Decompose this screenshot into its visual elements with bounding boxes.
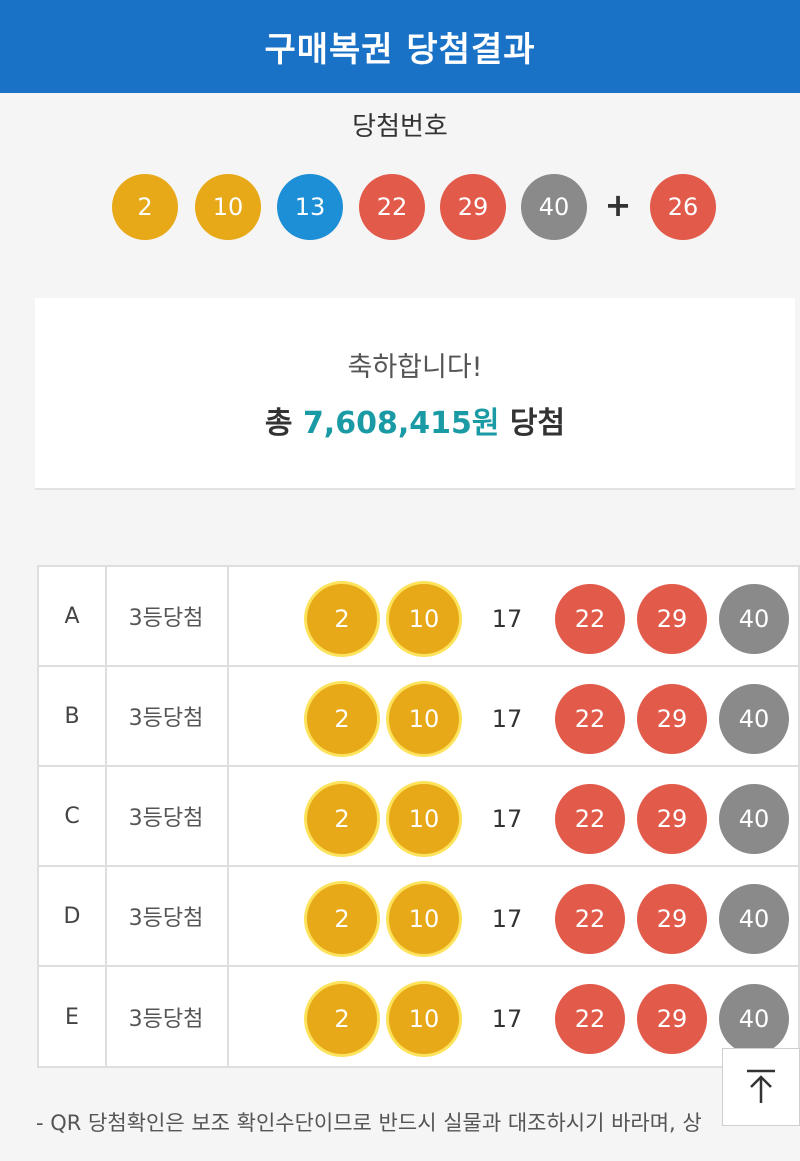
unmatched-number: 17 bbox=[491, 605, 523, 633]
table-row: E 3등당첨 2 10 17 22 29 40 bbox=[39, 967, 798, 1067]
matched-ball: 2 bbox=[307, 884, 377, 954]
winning-ball: 10 bbox=[195, 174, 261, 240]
winning-numbers: 2 10 13 22 29 40 + 26 bbox=[0, 174, 800, 244]
matched-ball: 40 bbox=[719, 884, 789, 954]
result-summary-card: 축하합니다! 총 7,608,415원 당첨 bbox=[35, 298, 795, 490]
matched-ball: 10 bbox=[389, 984, 459, 1054]
game-numbers: 2 10 17 22 29 40 bbox=[227, 667, 798, 765]
matched-ball: 22 bbox=[555, 984, 625, 1054]
matched-ball: 10 bbox=[389, 684, 459, 754]
total-prize-line: 총 7,608,415원 당첨 bbox=[35, 398, 795, 442]
matched-ball: 29 bbox=[637, 984, 707, 1054]
unmatched-number: 17 bbox=[491, 1005, 523, 1033]
game-rank: 3등당첨 bbox=[105, 967, 229, 1067]
matched-ball: 40 bbox=[719, 784, 789, 854]
qr-disclaimer-note: - QR 당첨확인은 보조 확인수단이므로 반드시 실물과 대조하시기 바라며,… bbox=[36, 1111, 702, 1135]
game-rank: 3등당첨 bbox=[105, 867, 229, 965]
matched-ball: 22 bbox=[555, 684, 625, 754]
matched-ball: 22 bbox=[555, 584, 625, 654]
winning-ball: 40 bbox=[521, 174, 587, 240]
game-numbers: 2 10 17 22 29 40 bbox=[227, 967, 798, 1067]
unmatched-number: 17 bbox=[491, 905, 523, 933]
game-letter: A bbox=[39, 567, 107, 665]
winning-ball: 29 bbox=[440, 174, 506, 240]
matched-ball: 10 bbox=[389, 784, 459, 854]
game-letter: E bbox=[39, 967, 107, 1067]
matched-ball: 40 bbox=[719, 584, 789, 654]
table-row: A 3등당첨 2 10 17 22 29 40 bbox=[39, 567, 798, 667]
unmatched-number: 17 bbox=[491, 805, 523, 833]
ticket-results-table: A 3등당첨 2 10 17 22 29 40 B 3등당첨 2 10 17 2… bbox=[37, 565, 800, 1068]
game-rank: 3등당첨 bbox=[105, 567, 229, 665]
matched-ball: 10 bbox=[389, 584, 459, 654]
matched-ball: 2 bbox=[307, 784, 377, 854]
unmatched-number: 17 bbox=[491, 705, 523, 733]
page-title: 구매복권 당첨결과 bbox=[264, 30, 536, 70]
matched-ball: 40 bbox=[719, 684, 789, 754]
table-row: C 3등당첨 2 10 17 22 29 40 bbox=[39, 767, 798, 867]
matched-ball: 10 bbox=[389, 884, 459, 954]
bonus-ball: 26 bbox=[650, 174, 716, 240]
total-prize-amount: 7,608,415원 bbox=[302, 406, 500, 441]
bonus-plus-sign: + bbox=[604, 186, 632, 224]
game-numbers: 2 10 17 22 29 40 bbox=[227, 567, 798, 665]
game-numbers: 2 10 17 22 29 40 bbox=[227, 767, 798, 865]
winning-ball: 22 bbox=[359, 174, 425, 240]
matched-ball: 40 bbox=[719, 984, 789, 1054]
game-letter: B bbox=[39, 667, 107, 765]
game-numbers: 2 10 17 22 29 40 bbox=[227, 867, 798, 965]
matched-ball: 2 bbox=[307, 584, 377, 654]
arrow-up-to-top-icon bbox=[747, 1069, 775, 1103]
matched-ball: 22 bbox=[555, 784, 625, 854]
matched-ball: 29 bbox=[637, 584, 707, 654]
winning-ball: 2 bbox=[112, 174, 178, 240]
matched-ball: 29 bbox=[637, 884, 707, 954]
scroll-to-top-button[interactable] bbox=[722, 1048, 800, 1126]
game-rank: 3등당첨 bbox=[105, 767, 229, 865]
page-header: 구매복권 당첨결과 bbox=[0, 0, 800, 93]
table-row: D 3등당첨 2 10 17 22 29 40 bbox=[39, 867, 798, 967]
game-rank: 3등당첨 bbox=[105, 667, 229, 765]
matched-ball: 29 bbox=[637, 684, 707, 754]
winning-numbers-label: 당첨번호 bbox=[352, 112, 448, 142]
matched-ball: 2 bbox=[307, 984, 377, 1054]
matched-ball: 22 bbox=[555, 884, 625, 954]
total-suffix: 당첨 bbox=[509, 406, 566, 441]
matched-ball: 2 bbox=[307, 684, 377, 754]
game-letter: D bbox=[39, 867, 107, 965]
table-row: B 3등당첨 2 10 17 22 29 40 bbox=[39, 667, 798, 767]
congrats-message: 축하합니다! bbox=[347, 352, 483, 383]
total-prefix: 총 bbox=[264, 406, 293, 441]
game-letter: C bbox=[39, 767, 107, 865]
matched-ball: 29 bbox=[637, 784, 707, 854]
winning-ball: 13 bbox=[277, 174, 343, 240]
